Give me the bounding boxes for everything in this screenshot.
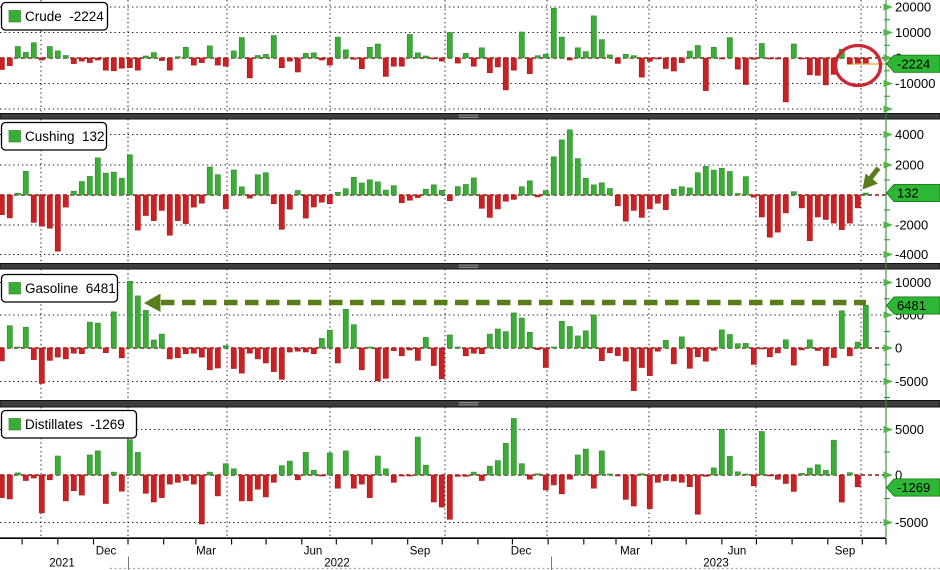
svg-text:20000: 20000	[895, 0, 931, 15]
svg-text:10000: 10000	[895, 25, 931, 40]
svg-text:6481: 6481	[897, 298, 926, 313]
svg-text:Jun: Jun	[304, 546, 323, 558]
svg-text:-4000: -4000	[895, 247, 928, 262]
svg-text:Dec: Dec	[96, 546, 117, 558]
svg-text:-10000: -10000	[895, 76, 935, 91]
svg-text:4000: 4000	[895, 127, 924, 142]
svg-text:10000: 10000	[895, 275, 931, 290]
svg-text:5000: 5000	[895, 422, 924, 437]
svg-text:Dec: Dec	[511, 546, 532, 558]
svg-text:Distillates -1269: Distillates -1269	[25, 417, 125, 432]
svg-text:Gasoline 6481: Gasoline 6481	[25, 281, 116, 296]
svg-text:Jun: Jun	[728, 546, 747, 558]
svg-text:132: 132	[897, 186, 919, 201]
svg-text:Cushing 132: Cushing 132	[25, 129, 105, 144]
svg-text:-2224: -2224	[897, 56, 930, 71]
svg-text:2023: 2023	[703, 558, 729, 570]
svg-text:-5000: -5000	[895, 515, 928, 530]
svg-text:Sep: Sep	[410, 546, 430, 558]
svg-text:0: 0	[895, 341, 902, 356]
svg-text:Crude -2224: Crude -2224	[25, 9, 104, 24]
svg-text:2021: 2021	[49, 558, 75, 570]
svg-text:Mar: Mar	[196, 546, 216, 558]
svg-text:-1269: -1269	[897, 480, 930, 495]
svg-text:Mar: Mar	[620, 546, 640, 558]
svg-text:0: 0	[895, 468, 902, 483]
svg-text:-5000: -5000	[895, 374, 928, 389]
svg-text:2000: 2000	[895, 158, 924, 173]
svg-text:2022: 2022	[324, 558, 350, 570]
svg-text:-2000: -2000	[895, 218, 928, 233]
svg-text:Sep: Sep	[835, 546, 855, 558]
